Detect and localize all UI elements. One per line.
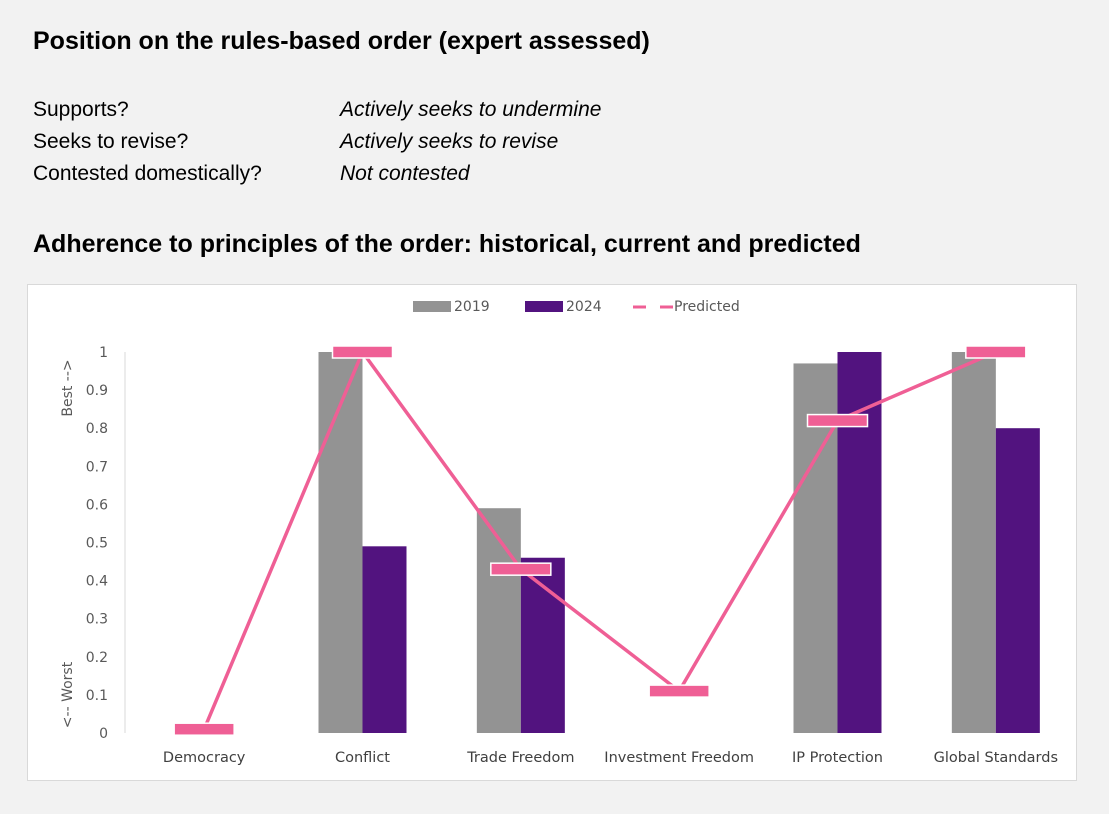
predicted-marker xyxy=(331,345,394,359)
category-label: Investment Freedom xyxy=(604,750,754,766)
y-axis-title-worst: <-- Worst xyxy=(60,661,76,728)
chart-canvas: 2019 2024 Predicted 0 0.1 0.2 0.3 0.4 0.5 0.6 0.7… xyxy=(60,299,1058,766)
y-tick-label: 0 xyxy=(99,726,108,742)
legend-marker xyxy=(646,304,660,310)
category-label: Global Standards xyxy=(934,750,1058,766)
category-label: IP Protection xyxy=(792,750,883,766)
legend-item: 2024 xyxy=(525,299,602,315)
category-label: Democracy xyxy=(163,750,246,766)
predicted-line xyxy=(202,350,997,730)
category-labels: Democracy Conflict Trade Freedom Investment… xyxy=(163,750,1058,766)
legend-swatch xyxy=(413,301,451,312)
predicted-marker xyxy=(490,562,552,576)
y-tick-label: 0.7 xyxy=(86,459,108,475)
y-tick-label: 0.4 xyxy=(86,574,108,590)
position-label: Supports? xyxy=(33,98,129,121)
legend-label: 2024 xyxy=(566,299,602,315)
y-tick-label: 0.1 xyxy=(86,688,108,704)
y-tick-label: 0.5 xyxy=(86,536,108,552)
y-tick-label: 0.9 xyxy=(86,383,108,399)
predicted-marker xyxy=(806,413,869,428)
legend-label: 2019 xyxy=(454,299,490,315)
y-tick-label: 0.2 xyxy=(86,650,108,666)
section-title-adherence: Adherence to principles of the order: hi… xyxy=(33,230,861,258)
y-tick-label: 0.6 xyxy=(86,497,108,513)
position-value: Not contested xyxy=(340,162,470,185)
y-tick-label: 1 xyxy=(99,345,108,361)
category-label: Conflict xyxy=(335,750,390,766)
predicted-series xyxy=(173,345,1027,736)
legend-label: Predicted xyxy=(674,299,740,315)
bar-2024 xyxy=(995,428,1040,733)
bar-2019 xyxy=(318,352,363,733)
position-label: Contested domestically? xyxy=(33,162,262,185)
predicted-marker xyxy=(965,345,1027,359)
category-label: Trade Freedom xyxy=(466,750,574,766)
position-value: Actively seeks to undermine xyxy=(340,98,602,121)
adherence-chart: 2019 2024 Predicted 0 0.1 0.2 0.3 0.4 0.5 0.6 0.7… xyxy=(27,284,1077,781)
predicted-marker xyxy=(648,684,710,698)
legend-item: Predicted xyxy=(633,299,740,315)
y-tick-label: 0.3 xyxy=(86,612,108,628)
section-title-position: Position on the rules-based order (exper… xyxy=(33,27,650,55)
bar-2019 xyxy=(476,508,521,733)
y-axis-title-best: Best --> xyxy=(60,359,76,416)
legend-item: 2019 xyxy=(413,299,490,315)
legend-swatch xyxy=(525,301,563,312)
y-axis: 0 0.1 0.2 0.3 0.4 0.5 0.6 0.7 0.8 0.9 1 Best --> <--… xyxy=(60,345,126,742)
bar-2019 xyxy=(951,352,996,733)
bars xyxy=(318,352,1040,733)
position-value: Actively seeks to revise xyxy=(340,130,559,153)
position-label: Seeks to revise? xyxy=(33,130,189,153)
bar-2024 xyxy=(362,546,407,733)
legend: 2019 2024 Predicted xyxy=(413,299,740,315)
y-tick-label: 0.8 xyxy=(86,421,108,437)
predicted-marker xyxy=(173,722,235,736)
